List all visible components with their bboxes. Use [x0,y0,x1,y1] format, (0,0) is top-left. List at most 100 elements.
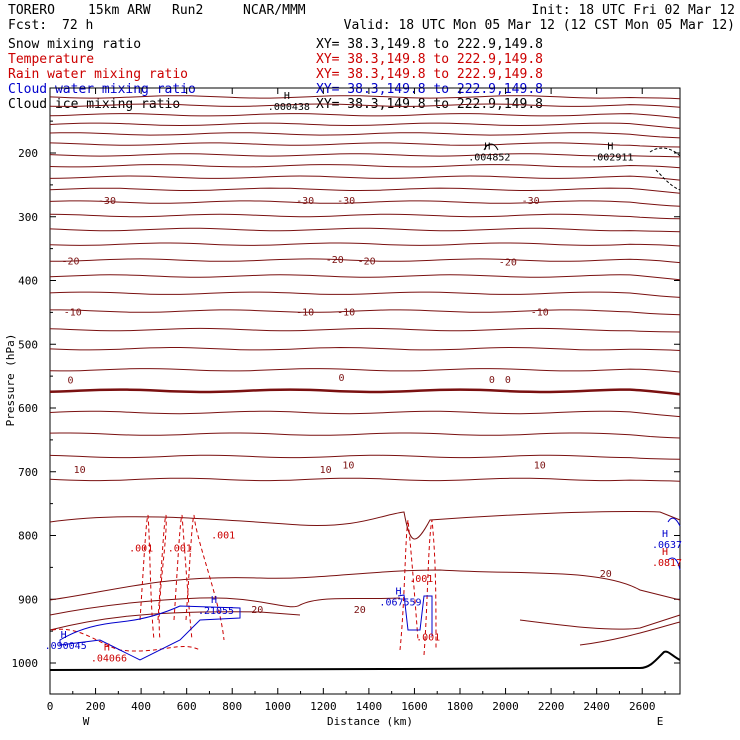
isotherm-label: -10 [337,307,355,318]
x-tick-label: 600 [177,700,197,713]
x-tick-label: 2000 [492,700,519,713]
isotherm-line [49,103,681,108]
legend-field-name: Rain water mixing ratio [8,67,188,82]
isotherm-label: 10 [320,465,332,476]
isotherm-line [49,569,681,601]
max-marker: H [395,587,401,598]
terrain-line [49,650,681,671]
field-legend: Snow mixing ratio XY= 38.3,149.8 to 222.9… [8,37,543,112]
axis-ticks: 0 200 400 600 800 1000 1200 1400 1600 1800 2000 220… [12,88,680,713]
isotherm-label: 10 [342,460,354,471]
x-tick-label: 0 [47,700,54,713]
max-value-label: .04066 [91,654,127,665]
run-name: Run2 [172,3,203,18]
x-tick-label: 400 [131,700,151,713]
y-tick-label: 400 [18,275,38,288]
isotherm-label: 20 [354,605,366,616]
rain-contour [423,519,437,656]
model-name: TORERO [8,3,55,18]
max-value-label: .0817 [652,558,682,569]
legend-field-xy: XY= 38.3,149.8 to 222.9,149.8 [316,67,543,82]
isotherm-line [49,187,681,194]
isotherm-label: 0 [339,373,345,384]
y-tick-label: 700 [18,466,38,479]
isotherm-label: -10 [296,307,314,318]
isotherm-label: -20 [499,258,517,269]
isotherm-line [49,346,681,351]
rain-label: .001 [168,543,192,554]
terrain-surface [49,650,681,671]
isotherm-line [49,388,681,396]
rain-contour [139,514,155,641]
isotherm-label: -10 [64,307,82,318]
model-resolution: 15km ARW [88,3,151,18]
max-value-label: .067559 [379,598,421,609]
max-value-label: .090045 [45,641,87,652]
isotherm-line [49,511,681,540]
isotherm-label: 0 [489,375,495,386]
rain-contour [157,514,167,641]
max-marker: H [211,595,217,606]
forecast-label: Fcst: [8,18,47,33]
isotherm-line [579,621,681,646]
y-tick-label: 900 [18,593,38,606]
isotherm-label: -30 [98,196,116,207]
cloud-water-contour [397,594,433,636]
snow-contour [483,143,499,151]
x-tick-label: 1600 [401,700,428,713]
temperature-contours [49,95,681,646]
isotherm-label: -30 [296,196,314,207]
legend-field-xy: XY= 38.3,149.8 to 222.9,149.8 [316,37,543,52]
x-tick-label: 1800 [447,700,474,713]
y-tick-label: 1000 [12,657,39,670]
isotherm-line [49,432,681,439]
isotherm-line [49,327,681,333]
isotherm-line [49,274,681,281]
legend-field-name: Cloud water mixing ratio [8,82,196,97]
isotherm-line [49,242,681,247]
rain-contour [173,514,193,641]
isotherm-label: 20 [251,605,263,616]
max-marker: H [662,547,668,558]
max-value-label: .004852 [468,153,510,164]
isotherm-label: -10 [531,307,549,318]
isotherm-label: -20 [61,256,79,267]
moisture-contours [51,143,681,661]
x-tick-label: 1400 [356,700,383,713]
rain-contour [185,514,225,641]
x-tick-label: 1000 [265,700,292,713]
isotherm-label: 10 [74,465,86,476]
x-tick-label: 200 [86,700,106,713]
isotherm-line [49,227,681,233]
init-time: Init: 18 UTC Fri 02 Mar 12 [532,3,736,18]
org-name: NCAR/MMM [243,3,306,18]
max-value-label: .0637 [652,540,682,551]
isotherm-label: 0 [505,375,511,386]
rain-contour [399,519,419,651]
isotherm-line [49,164,681,169]
isotherm-label: 0 [67,376,73,387]
y-tick-label: 500 [18,338,38,351]
y-axis-label: Pressure (hPa) [4,334,17,427]
cloud-water-contour [59,605,241,661]
isotherm-line [49,410,681,418]
isotherm-line [49,454,681,460]
isotherm-line [519,614,681,630]
y-tick-label: 200 [18,147,38,160]
isotherm-line [49,113,681,119]
isotherm-line [49,153,681,158]
isotherm-line [49,368,681,373]
x-tick-label: 800 [222,700,242,713]
legend-field-name: Snow mixing ratio [8,37,141,52]
isotherm-line [49,122,681,129]
x-axis-label: Distance (km) [327,715,413,728]
legend-field-xy: XY= 38.3,149.8 to 222.9,149.8 [316,97,543,112]
legend-field-name: Temperature [8,52,94,67]
valid-time: Valid: 18 UTC Mon 05 Mar 12 (12 CST Mon … [344,18,735,33]
isotherm-line [49,477,681,482]
rain-label: .001 [416,633,440,644]
x-tick-label: 1200 [310,700,337,713]
isotherm-label: -30 [337,196,355,207]
legend-field-xy: XY= 38.3,149.8 to 222.9,149.8 [316,52,543,67]
